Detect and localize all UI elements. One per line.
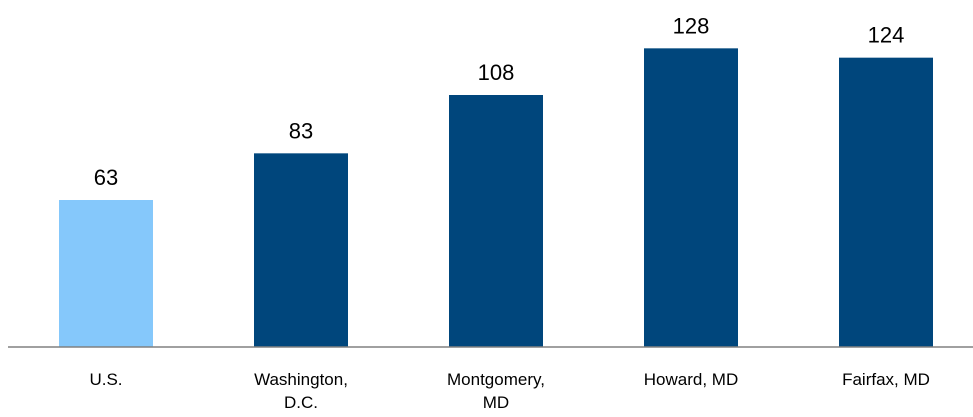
data-label-2: 108 (478, 60, 515, 85)
x-tick-label-1-line-1: D.C. (284, 393, 318, 412)
data-labels-group: 63 83 108 128 124 (94, 13, 905, 190)
x-tick-label-2-line-1: MD (483, 393, 509, 412)
x-tick-label-1-line-0: Washington, (254, 370, 348, 389)
data-label-3: 128 (673, 13, 710, 38)
x-tick-label-0: U.S. (89, 370, 122, 389)
bar-2 (449, 95, 543, 347)
x-tick-label-2-line-0: Montgomery, (447, 370, 545, 389)
bars-group (59, 48, 933, 348)
x-tick-label-3: Howard, MD (644, 370, 738, 389)
x-tick-label-2: Montgomery, MD (447, 370, 545, 412)
bar-1 (254, 153, 348, 347)
x-tick-label-0-line-0: U.S. (89, 370, 122, 389)
data-label-0: 63 (94, 165, 118, 190)
bar-3 (644, 48, 738, 347)
x-tick-labels-group: U.S. Washington, D.C. Montgomery, MD Howard, … (89, 370, 929, 412)
data-label-4: 124 (868, 23, 905, 48)
bar-4 (839, 57, 933, 348)
x-tick-label-3-line-0: Howard, MD (644, 370, 738, 389)
x-tick-label-4-line-0: Fairfax, MD (842, 370, 930, 389)
x-tick-label-4: Fairfax, MD (842, 370, 930, 389)
bar-0 (59, 200, 153, 347)
x-tick-label-1: Washington, D.C. (254, 370, 348, 412)
data-label-1: 83 (289, 118, 313, 143)
